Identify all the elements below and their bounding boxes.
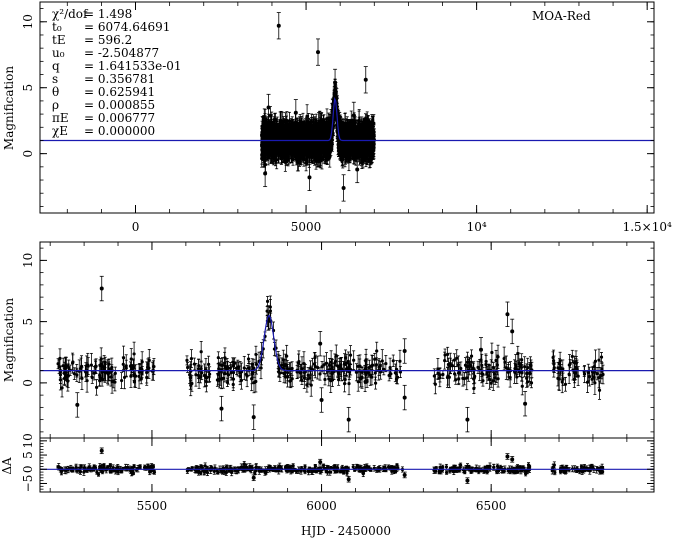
top-plot-area [40,12,654,202]
top-data-layer [40,12,654,202]
